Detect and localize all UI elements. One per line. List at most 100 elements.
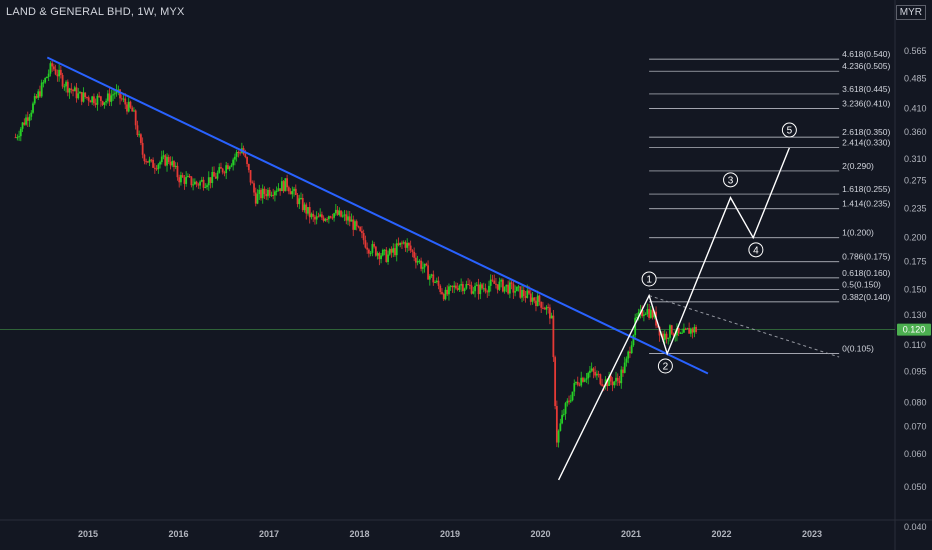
candle-body: [70, 88, 73, 90]
candle-body: [367, 249, 370, 254]
candle-body: [587, 372, 590, 379]
candle-body: [112, 94, 114, 96]
trendline[interactable]: [46, 56, 709, 375]
candle-body: [423, 263, 426, 268]
candle-body: [329, 216, 332, 218]
candle-body: [470, 285, 473, 294]
candle-body: [451, 285, 454, 288]
candle-body: [465, 283, 468, 289]
candle-body: [122, 98, 125, 100]
candle-body: [535, 300, 537, 307]
candle-body: [98, 95, 101, 97]
candle-body: [651, 309, 654, 318]
candle-body: [347, 216, 349, 221]
candle-body: [656, 325, 659, 327]
candle-body: [542, 307, 544, 309]
y-tick-label: 0.050: [904, 482, 927, 492]
candle-body: [87, 97, 90, 101]
candle-body: [667, 337, 670, 339]
candle-body: [63, 86, 66, 88]
candle-body: [44, 78, 47, 83]
candle-body: [47, 73, 50, 77]
candle-body: [246, 156, 248, 165]
candle-body: [599, 374, 602, 385]
candle-body: [355, 221, 358, 227]
candle-body: [232, 159, 235, 166]
candle-body: [77, 93, 80, 99]
candle-body: [268, 189, 271, 196]
candle-body: [160, 156, 163, 163]
candle-body: [378, 253, 381, 260]
candle-body: [110, 95, 113, 102]
candle-body: [636, 317, 638, 319]
candle-body: [230, 165, 233, 167]
candle-body: [336, 209, 339, 215]
candle-body: [145, 161, 148, 163]
candle-body: [270, 194, 273, 196]
candle-body: [679, 333, 682, 335]
candle-body: [566, 400, 569, 404]
candle-body: [298, 198, 301, 205]
candle-body: [327, 216, 330, 220]
fib-level-label: 3.236(0.410): [842, 99, 890, 109]
candle-body: [117, 89, 120, 91]
candle-body: [448, 286, 450, 295]
candle-body: [507, 284, 510, 294]
candle-body: [267, 189, 269, 197]
y-tick-label: 0.130: [904, 310, 927, 320]
candle-body: [432, 274, 435, 283]
candle-body: [263, 188, 266, 194]
candle-body: [127, 101, 130, 112]
candle-body: [474, 285, 476, 292]
candle-body: [693, 327, 696, 333]
candle-body: [613, 381, 616, 386]
wave-label: 4: [753, 245, 759, 256]
candle-body: [461, 284, 464, 292]
candle-body: [401, 242, 403, 244]
currency-badge[interactable]: MYR: [895, 5, 926, 20]
x-tick-label: 2022: [711, 529, 731, 539]
y-tick-label: 0.060: [904, 449, 927, 459]
candle-body: [590, 368, 593, 371]
candle-body: [49, 63, 52, 74]
candle-body: [195, 181, 198, 185]
candle-body: [244, 154, 247, 157]
candle-body: [207, 177, 210, 186]
candle-body: [188, 176, 191, 178]
candle-body: [620, 369, 623, 384]
candle-body: [214, 176, 217, 179]
candle-body: [420, 260, 423, 269]
candle-body: [251, 182, 254, 184]
candle-body: [308, 207, 311, 218]
candle-body: [421, 267, 424, 269]
candle-body: [402, 242, 405, 244]
candle-body: [467, 283, 469, 285]
candle-body: [669, 325, 671, 338]
candle-body: [167, 156, 170, 162]
candle-body: [385, 249, 388, 263]
x-tick-label: 2018: [349, 529, 369, 539]
fib-level-label: 2.414(0.330): [842, 138, 890, 148]
candle-body: [239, 152, 242, 154]
candle-body: [595, 373, 598, 376]
fib-level-label: 1.414(0.235): [842, 199, 890, 209]
candle-body: [322, 217, 325, 221]
elliott-wave-path[interactable]: [557, 147, 791, 481]
candle-body: [488, 285, 490, 293]
candle-body: [312, 213, 315, 217]
candle-body: [301, 198, 304, 211]
candle-body: [444, 289, 447, 300]
candle-body: [663, 333, 666, 341]
candle-body: [99, 96, 102, 102]
candle-body: [42, 82, 45, 84]
y-tick-label: 0.080: [904, 397, 927, 407]
candle-body: [133, 110, 135, 112]
candle-body: [630, 345, 633, 354]
candle-body: [180, 175, 182, 183]
candle-body: [345, 214, 348, 221]
candle-body: [418, 260, 421, 262]
candle-body: [672, 333, 675, 336]
candle-body: [171, 160, 174, 166]
candle-body: [521, 290, 523, 298]
